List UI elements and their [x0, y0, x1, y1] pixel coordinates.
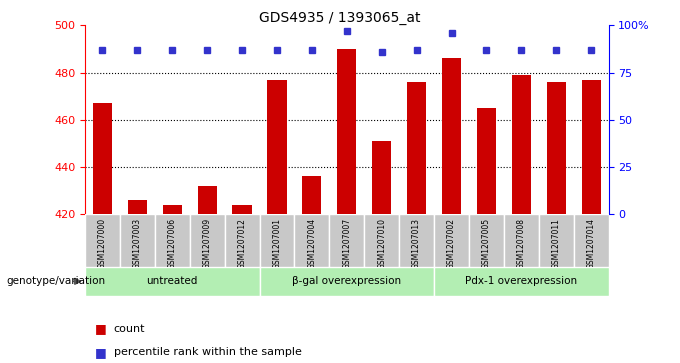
Bar [163, 205, 182, 214]
Bar [85, 267, 260, 296]
Bar [504, 214, 539, 267]
Bar [260, 214, 294, 267]
Bar [469, 214, 504, 267]
Bar [329, 214, 364, 267]
Text: GSM1207005: GSM1207005 [482, 218, 491, 269]
Bar [303, 176, 322, 214]
Bar [574, 214, 609, 267]
Bar [477, 108, 496, 214]
Bar [198, 186, 217, 214]
Text: genotype/variation: genotype/variation [7, 276, 106, 286]
Text: GSM1207010: GSM1207010 [377, 218, 386, 269]
Bar [224, 214, 260, 267]
Bar [442, 58, 461, 214]
Text: GSM1207001: GSM1207001 [273, 218, 282, 269]
Text: β-gal overexpression: β-gal overexpression [292, 276, 401, 286]
Bar [260, 267, 434, 296]
Bar [512, 75, 531, 214]
Bar [539, 214, 574, 267]
Text: percentile rank within the sample: percentile rank within the sample [114, 347, 301, 357]
Bar [93, 103, 112, 214]
Bar [399, 214, 434, 267]
Bar [407, 82, 426, 214]
Bar [364, 214, 399, 267]
Text: GSM1207012: GSM1207012 [237, 218, 247, 269]
Bar [372, 141, 391, 214]
Text: GSM1207007: GSM1207007 [342, 218, 352, 269]
Bar [85, 214, 120, 267]
Bar [128, 200, 147, 214]
Text: GSM1207002: GSM1207002 [447, 218, 456, 269]
Text: GSM1207009: GSM1207009 [203, 218, 211, 269]
Bar [434, 267, 609, 296]
Bar [434, 214, 469, 267]
Text: GSM1207000: GSM1207000 [98, 218, 107, 269]
Text: GSM1207013: GSM1207013 [412, 218, 421, 269]
Bar [155, 214, 190, 267]
Text: count: count [114, 323, 145, 334]
Bar [120, 214, 155, 267]
Bar [337, 49, 356, 214]
Bar [267, 80, 286, 214]
Text: GSM1207004: GSM1207004 [307, 218, 316, 269]
Text: untreated: untreated [147, 276, 198, 286]
Text: Pdx-1 overexpression: Pdx-1 overexpression [465, 276, 577, 286]
Bar [547, 82, 566, 214]
Bar [581, 80, 600, 214]
Text: GSM1207008: GSM1207008 [517, 218, 526, 269]
Text: GSM1207011: GSM1207011 [551, 218, 561, 269]
Text: ■: ■ [95, 322, 107, 335]
Bar [233, 205, 252, 214]
Bar [190, 214, 224, 267]
Text: GSM1207006: GSM1207006 [168, 218, 177, 269]
Text: GDS4935 / 1393065_at: GDS4935 / 1393065_at [259, 11, 421, 25]
Text: GSM1207003: GSM1207003 [133, 218, 142, 269]
Bar [294, 214, 329, 267]
Text: GSM1207014: GSM1207014 [587, 218, 596, 269]
Text: ■: ■ [95, 346, 107, 359]
